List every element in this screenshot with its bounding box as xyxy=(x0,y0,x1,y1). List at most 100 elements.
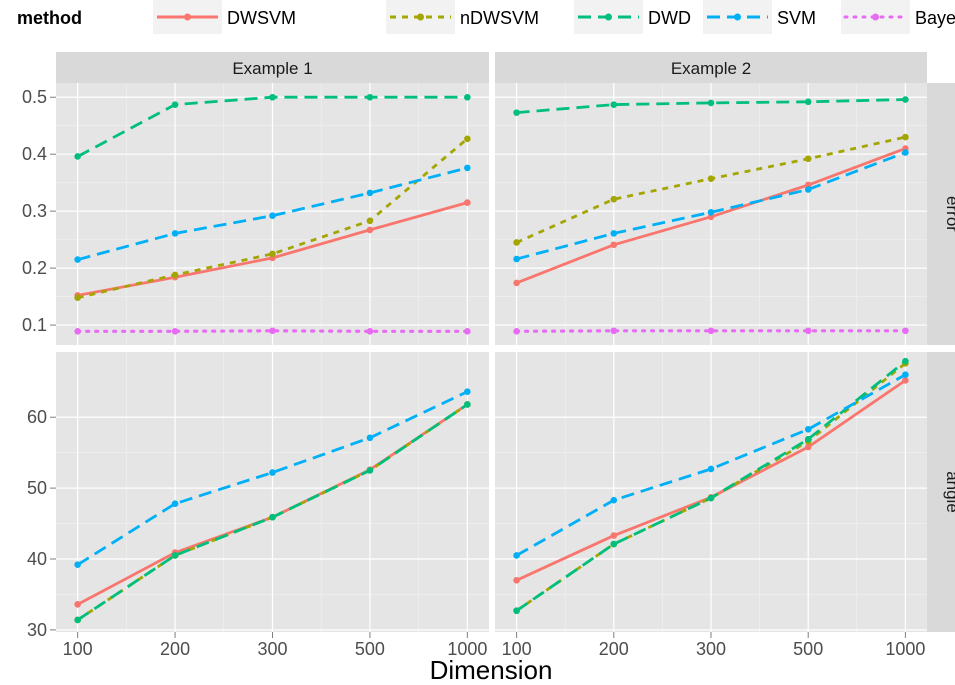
y-tick-label: 0.5 xyxy=(22,87,47,107)
data-point xyxy=(464,401,471,408)
legend-item-bayes: Bayes xyxy=(841,0,955,34)
data-point xyxy=(804,443,812,451)
data-point xyxy=(171,101,179,108)
panel-error-example-1 xyxy=(56,83,489,345)
y-tick-label: 30 xyxy=(27,620,47,640)
data-point xyxy=(707,327,715,335)
series-bayes xyxy=(513,327,909,335)
legend-label: DWSVM xyxy=(227,8,296,28)
legend-label: nDWSVM xyxy=(460,8,539,28)
data-point xyxy=(74,153,81,160)
data-point xyxy=(902,377,909,384)
x-tick-label: 100 xyxy=(502,639,532,659)
data-point xyxy=(707,175,715,182)
series-bayes xyxy=(74,327,471,335)
series-dwd xyxy=(513,357,909,615)
series-dwd xyxy=(513,96,909,116)
legend-item-svm: SVM xyxy=(703,0,816,34)
series-svm xyxy=(513,371,909,559)
row-strip-label: error xyxy=(943,196,955,232)
x-tick-label: 300 xyxy=(696,639,726,659)
series-svm xyxy=(74,164,471,263)
data-point xyxy=(366,328,374,335)
legend: method DWSVM nDWSVM DWD SVM Bayes xyxy=(17,0,955,34)
panel-angle-example-1 xyxy=(56,352,489,632)
data-point xyxy=(269,469,276,476)
data-point xyxy=(513,607,520,615)
legend-key-point xyxy=(734,13,741,21)
data-point xyxy=(464,199,471,206)
y-tick-label: 0.3 xyxy=(22,201,47,221)
data-point xyxy=(171,552,179,559)
data-point xyxy=(74,294,81,302)
data-point xyxy=(513,328,520,335)
data-point xyxy=(269,212,276,220)
series-line-svm xyxy=(516,151,906,261)
legend-key-point xyxy=(872,13,879,21)
data-point xyxy=(902,133,909,141)
legend-key-point xyxy=(417,13,424,21)
series-line-bayes xyxy=(514,329,908,333)
data-point xyxy=(464,164,471,172)
data-point xyxy=(269,513,276,521)
data-point xyxy=(513,255,520,263)
legend-label: DWD xyxy=(648,8,691,28)
data-point xyxy=(804,186,812,193)
series-dwsvm xyxy=(74,199,471,299)
data-point xyxy=(74,616,81,624)
data-point xyxy=(804,181,812,189)
data-point xyxy=(74,601,81,608)
series-line-bayes xyxy=(76,329,469,333)
x-tick-label: 1000 xyxy=(447,639,487,659)
y-tick-label: 40 xyxy=(27,549,47,569)
data-point xyxy=(74,256,81,263)
data-point xyxy=(804,327,812,335)
data-point xyxy=(707,494,715,502)
data-point xyxy=(74,561,81,568)
data-point xyxy=(902,327,909,335)
data-point xyxy=(464,388,471,395)
x-tick-label: 100 xyxy=(63,639,93,659)
y-tick-label: 60 xyxy=(27,407,47,427)
data-point xyxy=(707,99,715,107)
data-point xyxy=(269,250,276,258)
data-point xyxy=(804,98,812,106)
data-point xyxy=(902,96,909,103)
data-point xyxy=(513,239,520,246)
series-ndwsvm xyxy=(74,135,471,302)
data-point xyxy=(610,230,618,237)
x-axis-title: Dimension xyxy=(430,655,553,685)
data-point xyxy=(610,195,618,203)
data-point xyxy=(366,189,374,197)
panel-error-example-2 xyxy=(495,83,927,345)
data-point xyxy=(513,109,520,116)
x-tick-label: 200 xyxy=(160,639,190,659)
series-svm xyxy=(74,388,471,568)
data-point xyxy=(804,435,812,443)
series-dwsvm xyxy=(513,145,909,287)
data-point xyxy=(269,93,276,101)
series-line-dwd xyxy=(516,98,906,114)
column-strip-label: Example 2 xyxy=(671,59,751,78)
legend-item-dwsvm: DWSVM xyxy=(153,0,296,34)
data-point xyxy=(464,93,471,101)
data-point xyxy=(513,552,520,559)
legend-title: method xyxy=(17,8,82,28)
data-point xyxy=(269,327,276,335)
y-tick-label: 0.4 xyxy=(22,144,47,164)
series-line-svm xyxy=(77,166,468,261)
legend-item-dwd: DWD xyxy=(574,0,691,34)
data-point xyxy=(902,357,909,365)
data-point xyxy=(171,500,179,507)
row-strip-angle xyxy=(927,352,955,632)
data-point xyxy=(610,327,618,335)
data-point xyxy=(610,496,618,504)
data-point xyxy=(74,328,81,335)
data-point xyxy=(366,93,374,101)
data-point xyxy=(366,226,374,234)
legend-item-ndwsvm: nDWSVM xyxy=(386,0,539,34)
data-point xyxy=(171,271,179,279)
data-point xyxy=(610,241,618,249)
series-svm xyxy=(513,149,909,263)
